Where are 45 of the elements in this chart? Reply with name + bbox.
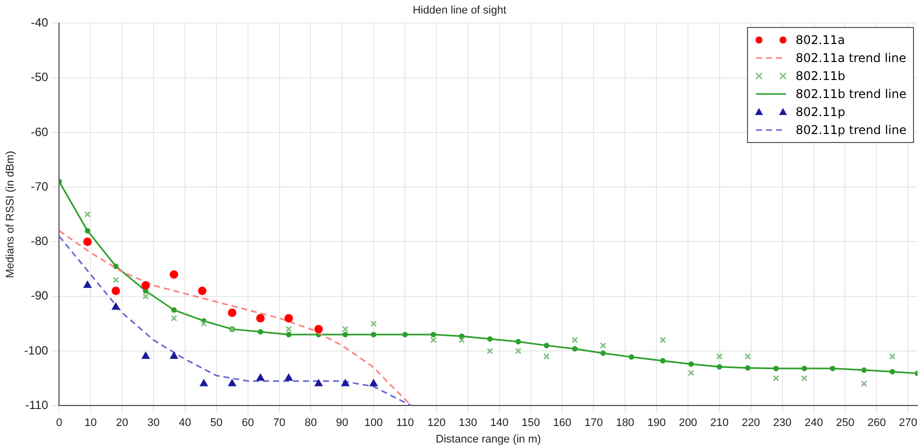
legend-label: 802.11b trend line <box>796 86 906 104</box>
x-tick-label: 210 <box>710 417 729 430</box>
x-tick-label: 240 <box>804 417 823 430</box>
x-tick-label: 50 <box>210 417 223 430</box>
x-tick-label: 110 <box>396 417 414 430</box>
y-tick-label: -80 <box>30 234 49 248</box>
legend-label: 802.11b <box>796 68 846 86</box>
x-tick-label: 200 <box>678 417 698 430</box>
x-tick-label: 250 <box>836 417 854 430</box>
y-tick-label: -50 <box>30 70 49 84</box>
y-tick-label: -60 <box>30 124 49 139</box>
x-tick-label: 30 <box>147 417 160 430</box>
x-tick-label: 90 <box>336 417 348 430</box>
x-tick-label: 190 <box>647 417 666 430</box>
x-tick-label: 60 <box>242 417 254 430</box>
legend-label: 802.11a trend line <box>796 50 906 68</box>
x-tick-label: 140 <box>490 417 509 430</box>
x-tick-label: 270 <box>898 417 918 430</box>
x-tick-label: 10 <box>84 417 97 430</box>
x-tick-label: 220 <box>742 417 760 430</box>
y-tick-label: -40 <box>30 16 49 30</box>
y-tick-label: -110 <box>25 398 49 412</box>
y-tick-label: -100 <box>24 343 49 358</box>
x-tick-label: 130 <box>458 417 478 430</box>
x-tick-label: 230 <box>773 417 792 430</box>
y-tick-label: -70 <box>30 179 49 194</box>
x-tick-label: 180 <box>616 417 634 430</box>
x-tick-label: 80 <box>304 417 317 430</box>
x-tick-label: 40 <box>178 417 192 430</box>
x-tick-label: 70 <box>273 417 286 430</box>
x-tick-label: 120 <box>427 417 446 430</box>
x-tick-label: 0 <box>56 417 62 430</box>
x-axis-title: Distance range (in m) <box>436 433 541 446</box>
chart-title: Hidden line of sight <box>412 4 506 17</box>
x-tick-label: 150 <box>522 417 540 430</box>
legend-label: 802.11p <box>796 104 846 122</box>
x-tick-label: 100 <box>364 417 383 430</box>
legend-label: 802.11p trend line <box>796 122 906 140</box>
legend-label: 802.11a <box>796 32 845 50</box>
x-tick-label: 160 <box>553 417 572 430</box>
x-tick-label: 170 <box>584 417 603 430</box>
x-tick-label: 20 <box>116 417 128 430</box>
y-tick-label: -90 <box>30 288 49 303</box>
x-tick-label: 260 <box>867 417 886 430</box>
y-axis-title: Medians of RSSI (in dBm) <box>4 150 17 278</box>
